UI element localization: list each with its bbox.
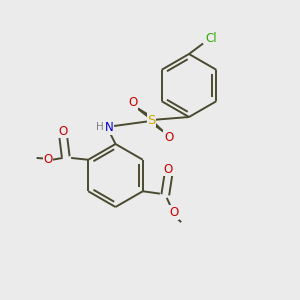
Text: N: N	[105, 121, 114, 134]
Text: O: O	[164, 163, 173, 176]
Text: O: O	[164, 131, 173, 144]
Text: H: H	[96, 122, 104, 132]
Text: O: O	[59, 125, 68, 138]
Text: S: S	[147, 113, 156, 127]
Text: Cl: Cl	[206, 32, 217, 45]
Text: O: O	[128, 96, 137, 109]
Text: O: O	[43, 153, 52, 166]
Text: O: O	[169, 206, 178, 219]
